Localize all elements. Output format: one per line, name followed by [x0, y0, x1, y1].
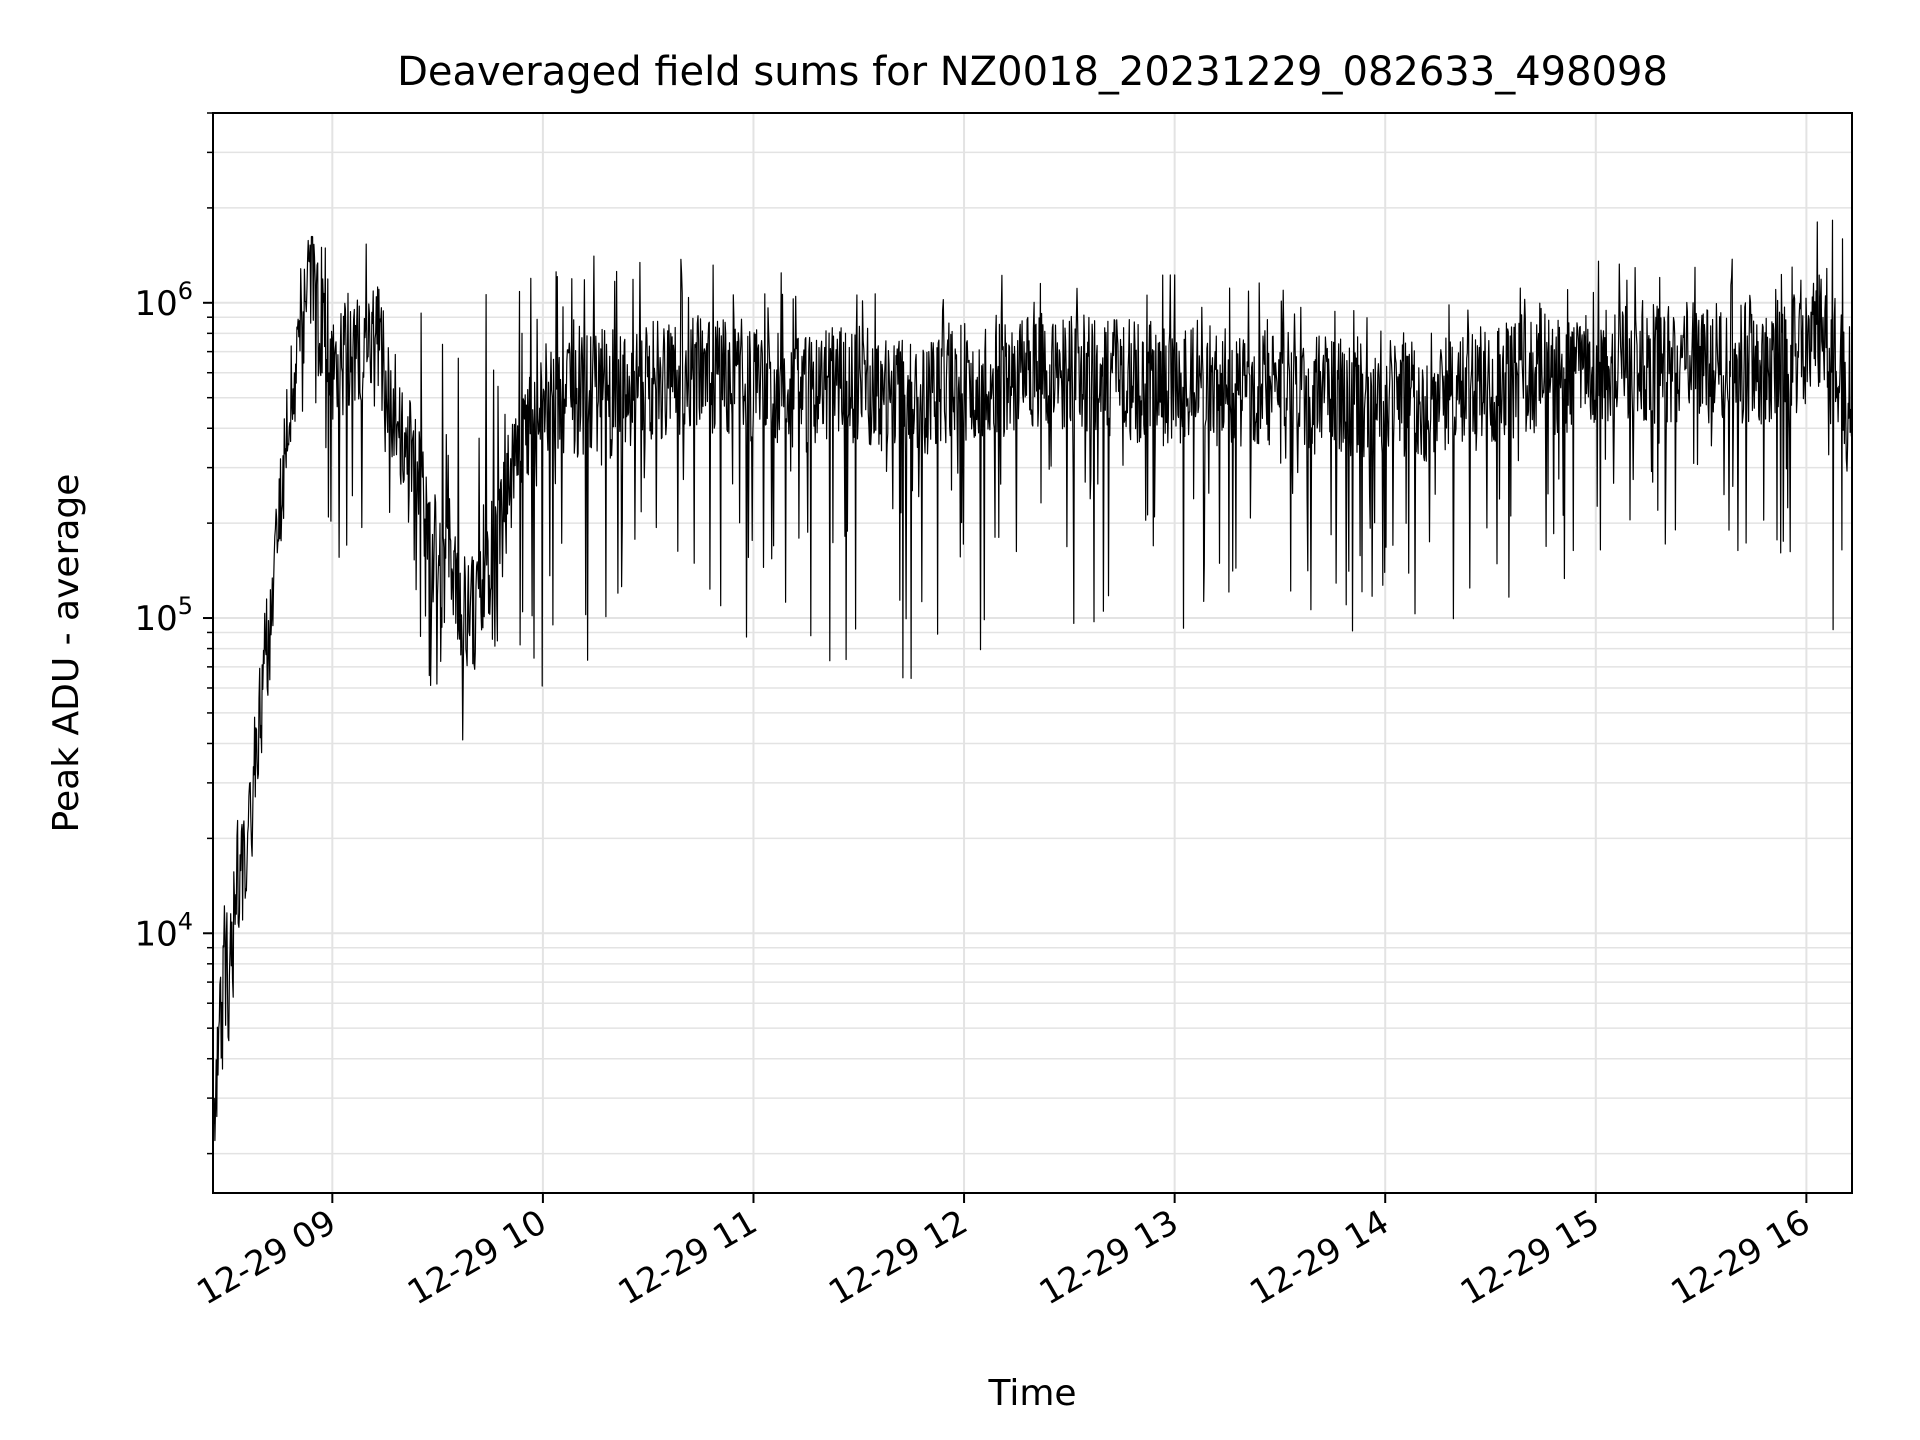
series-layer [212, 219, 1853, 1142]
x-axis-label: Time [987, 1373, 1076, 1414]
y-tick-label: 106 [134, 277, 193, 324]
series-line [212, 219, 1853, 1142]
plot-frame [212, 112, 1853, 1194]
y-tick-label-base: 10 [134, 284, 177, 324]
y-tick-label: 104 [134, 907, 193, 954]
y-tick-label-exponent: 6 [178, 277, 193, 305]
y-tick-label-exponent: 4 [178, 907, 193, 935]
y-tick-label-base: 10 [134, 914, 177, 954]
y-tick-label-exponent: 5 [178, 592, 193, 620]
chart-title: Deaveraged field sums for NZ0018_2023122… [397, 49, 1668, 95]
y-tick-label-base: 10 [134, 599, 177, 639]
y-axis-label: Peak ADU - average [46, 474, 87, 833]
y-tick-label: 105 [134, 592, 193, 639]
